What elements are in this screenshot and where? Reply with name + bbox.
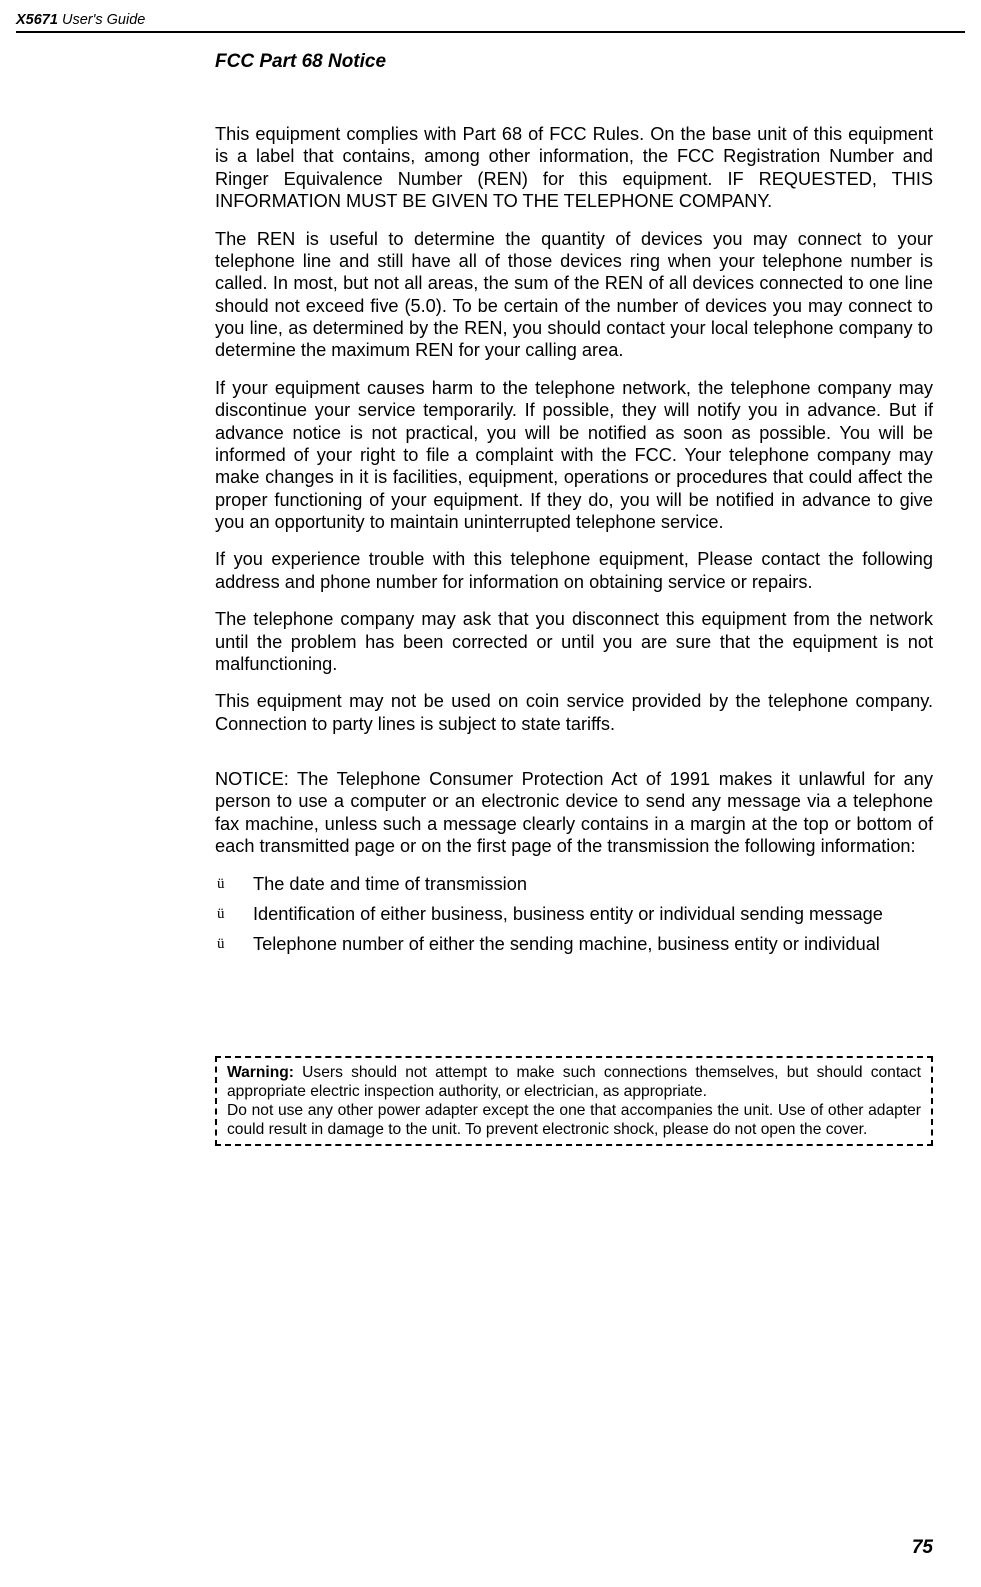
- bullet-marker-icon: ü: [215, 873, 253, 895]
- bullet-text: Telephone number of either the sending m…: [253, 933, 933, 955]
- warning-line-2: Do not use any other power adapter excep…: [227, 1101, 921, 1139]
- warning-text-1: Users should not attempt to make such co…: [227, 1064, 921, 1100]
- section-title: FCC Part 68 Notice: [215, 51, 933, 73]
- product-name: X5671: [16, 12, 58, 28]
- guide-suffix: User's Guide: [58, 12, 145, 28]
- paragraph-2: The REN is useful to determine the quant…: [215, 228, 933, 362]
- paragraph-1: This equipment complies with Part 68 of …: [215, 123, 933, 213]
- bullet-marker-icon: ü: [215, 933, 253, 955]
- bullet-item: ü Identification of either business, bus…: [215, 903, 933, 925]
- bullet-item: ü Telephone number of either the sending…: [215, 933, 933, 955]
- notice-paragraph: NOTICE: The Telephone Consumer Protectio…: [215, 768, 933, 858]
- bullet-text: Identification of either business, busin…: [253, 903, 933, 925]
- bullet-text: The date and time of transmission: [253, 873, 933, 895]
- paragraph-6: This equipment may not be used on coin s…: [215, 690, 933, 735]
- paragraph-4: If you experience trouble with this tele…: [215, 548, 933, 593]
- bullet-marker-icon: ü: [215, 903, 253, 925]
- paragraph-3: If your equipment causes harm to the tel…: [215, 377, 933, 534]
- warning-box: Warning: Users should not attempt to mak…: [215, 1056, 933, 1146]
- page-header: X5671 User's Guide: [0, 0, 981, 33]
- warning-line-1: Warning: Users should not attempt to mak…: [227, 1063, 921, 1101]
- bullet-item: ü The date and time of transmission: [215, 873, 933, 895]
- content-area: FCC Part 68 Notice This equipment compli…: [0, 33, 981, 1146]
- page-number: 75: [912, 1537, 933, 1559]
- header-title: X5671 User's Guide: [16, 12, 965, 28]
- bullet-list: ü The date and time of transmission ü Id…: [215, 873, 933, 956]
- paragraph-5: The telephone company may ask that you d…: [215, 608, 933, 675]
- warning-label: Warning:: [227, 1064, 302, 1081]
